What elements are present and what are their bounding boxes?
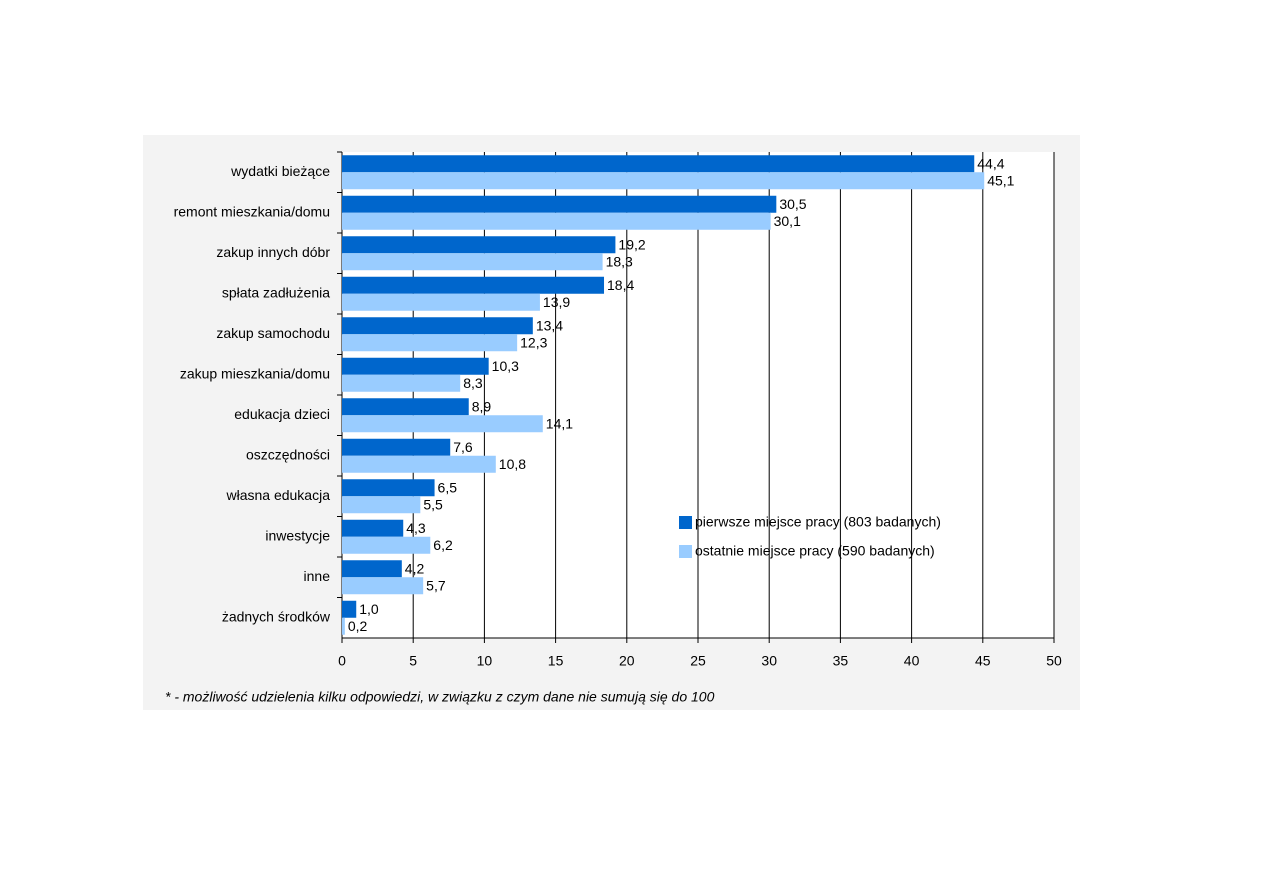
legend-label: pierwsze miejsce pracy (803 badanych)	[695, 514, 941, 530]
data-label: 6,5	[438, 479, 458, 495]
y-tick-label: zakup innych dóbr	[216, 244, 330, 260]
data-label: 10,3	[492, 358, 519, 374]
bar	[342, 334, 518, 352]
bar	[342, 600, 357, 618]
bar	[342, 496, 421, 514]
y-tick-label: inne	[304, 568, 331, 584]
bar	[342, 519, 404, 537]
x-tick-label: 10	[477, 653, 493, 669]
data-label: 4,3	[406, 520, 426, 536]
bar	[342, 536, 431, 554]
y-tick-label: edukacja dzieci	[234, 406, 330, 422]
bar	[342, 374, 461, 392]
bar	[342, 455, 496, 473]
data-label: 5,7	[426, 577, 446, 593]
data-label: 30,1	[774, 213, 801, 229]
bar	[342, 276, 605, 294]
bar	[342, 357, 489, 375]
x-tick-label: 5	[409, 653, 417, 669]
data-label: 8,3	[463, 375, 483, 391]
data-label: 14,1	[546, 415, 573, 431]
data-label: 13,9	[543, 294, 570, 310]
x-tick-label: 45	[975, 653, 991, 669]
x-tick-label: 25	[690, 653, 706, 669]
data-label: 4,2	[405, 560, 425, 576]
bar	[342, 415, 543, 433]
data-label: 19,2	[618, 236, 645, 252]
data-label: 6,2	[433, 537, 453, 553]
data-label: 18,3	[606, 253, 633, 269]
data-label: 10,8	[499, 456, 526, 472]
bar	[342, 236, 616, 254]
y-tick-label: zakup mieszkania/domu	[180, 365, 330, 381]
bar	[342, 155, 975, 173]
x-tick-label: 50	[1046, 653, 1062, 669]
x-tick-label: 35	[833, 653, 849, 669]
data-label: 45,1	[987, 172, 1014, 188]
x-tick-label: 30	[761, 653, 777, 669]
y-tick-label: własna edukacja	[225, 487, 330, 503]
bar	[342, 212, 771, 230]
y-tick-label: oszczędności	[246, 446, 330, 462]
legend-swatch	[679, 516, 692, 529]
bar	[342, 253, 603, 271]
bar	[342, 479, 435, 497]
data-label: 1,0	[359, 601, 379, 617]
y-tick-label: inwestycje	[265, 527, 330, 543]
bar	[342, 438, 451, 456]
y-tick-label: remont mieszkania/domu	[174, 203, 330, 219]
bar	[342, 617, 345, 635]
legend-swatch	[679, 545, 692, 558]
footnote: * - możliwość udzielenia kilku odpowiedz…	[165, 689, 715, 705]
data-label: 7,6	[453, 439, 473, 455]
data-label: 30,5	[779, 196, 806, 212]
bar	[342, 293, 540, 311]
data-label: 18,4	[607, 277, 634, 293]
data-label: 0,2	[348, 618, 368, 634]
bar	[342, 398, 469, 416]
bar	[342, 577, 424, 595]
data-label: 8,9	[472, 398, 492, 414]
bar	[342, 317, 533, 335]
y-tick-label: żadnych środków	[222, 608, 331, 624]
x-tick-label: 20	[619, 653, 635, 669]
bar	[342, 560, 402, 578]
data-label: 44,4	[977, 155, 1004, 171]
data-label: 12,3	[520, 334, 547, 350]
x-tick-label: 15	[548, 653, 564, 669]
y-tick-label: zakup samochodu	[216, 325, 330, 341]
x-tick-label: 0	[338, 653, 346, 669]
y-tick-label: wydatki bieżące	[230, 163, 330, 179]
bar	[342, 195, 777, 213]
y-tick-label: spłata zadłużenia	[222, 284, 330, 300]
data-label: 5,5	[423, 496, 443, 512]
data-label: 13,4	[536, 317, 563, 333]
bar	[342, 172, 985, 190]
legend-label: ostatnie miejsce pracy (590 badanych)	[695, 543, 935, 559]
x-tick-label: 40	[904, 653, 920, 669]
